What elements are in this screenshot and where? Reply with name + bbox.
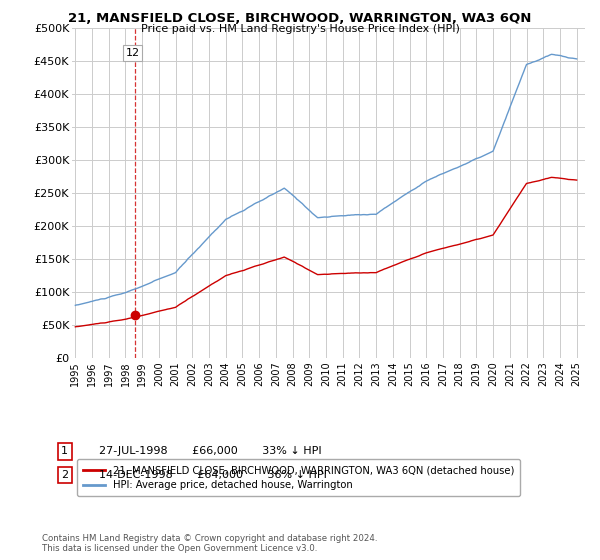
Text: Price paid vs. HM Land Registry's House Price Index (HPI): Price paid vs. HM Land Registry's House …	[140, 24, 460, 34]
Text: 2: 2	[61, 470, 68, 480]
Text: 12: 12	[125, 48, 140, 58]
Text: 21, MANSFIELD CLOSE, BIRCHWOOD, WARRINGTON, WA3 6QN: 21, MANSFIELD CLOSE, BIRCHWOOD, WARRINGT…	[68, 12, 532, 25]
Text: 27-JUL-1998       £66,000       33% ↓ HPI: 27-JUL-1998 £66,000 33% ↓ HPI	[99, 446, 322, 456]
Text: Contains HM Land Registry data © Crown copyright and database right 2024.
This d: Contains HM Land Registry data © Crown c…	[42, 534, 377, 553]
Legend: 21, MANSFIELD CLOSE, BIRCHWOOD, WARRINGTON, WA3 6QN (detached house), HPI: Avera: 21, MANSFIELD CLOSE, BIRCHWOOD, WARRINGT…	[77, 459, 520, 496]
Text: 1: 1	[61, 446, 68, 456]
Text: 14-DEC-1998       £64,000       36% ↓ HPI: 14-DEC-1998 £64,000 36% ↓ HPI	[99, 470, 327, 480]
